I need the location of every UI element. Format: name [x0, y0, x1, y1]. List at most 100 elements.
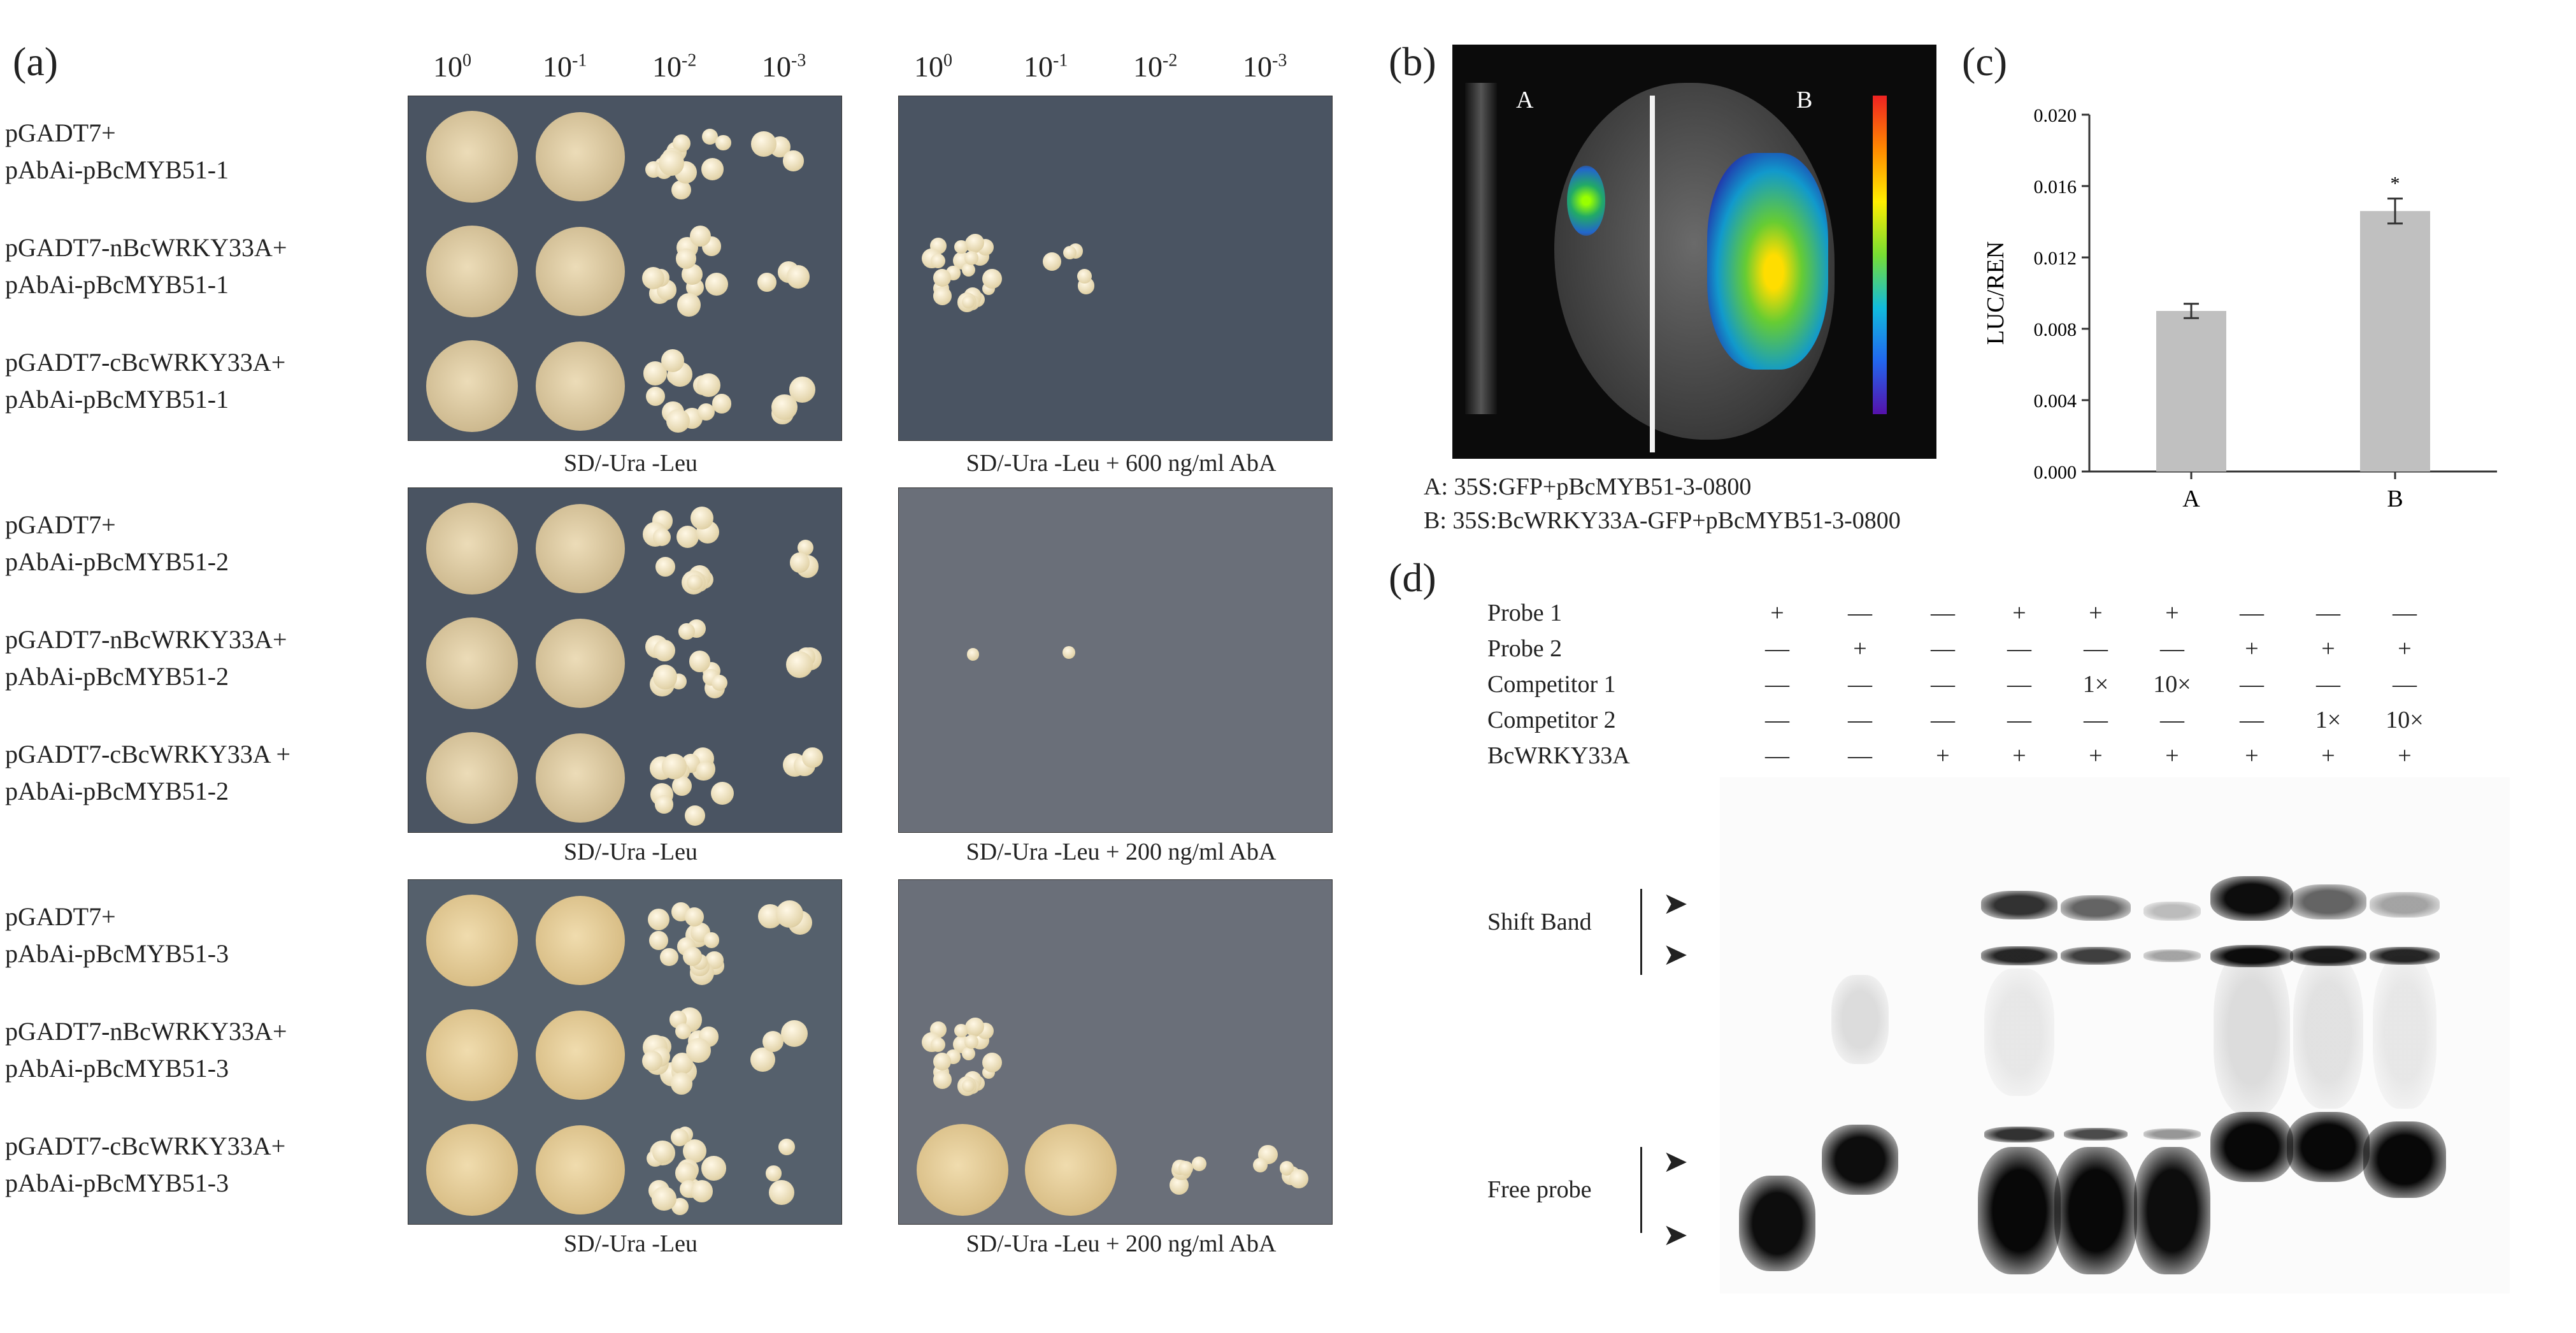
colony: [689, 225, 712, 247]
emsa-sign-r4-l2: —: [1848, 742, 1872, 769]
emsa-row-label-2: Competitor 1: [1487, 671, 1616, 698]
caption-b: B: 35S:BcWRKY33A-GFP+pBcMYB51-3-0800: [1424, 507, 1901, 534]
medium-label-g1-left: SD/-Ura -Leu: [564, 450, 698, 477]
strain-label-g3-r3-line2: pAbAi-pBcMYB51-3: [5, 1169, 229, 1197]
colony: [648, 909, 670, 931]
colony: [1192, 1156, 1207, 1171]
colony: [715, 134, 732, 151]
emsa-sign-r3-l7: —: [2240, 707, 2264, 733]
emsa-sign-r0-l3: —: [1931, 600, 1955, 626]
leaf: [1554, 83, 1835, 440]
shift-band-upper: [2210, 876, 2293, 921]
emsa-sign-r4-l7: +: [2245, 742, 2259, 769]
panel-a-label: (a): [13, 39, 59, 84]
plate-left-g2: [408, 487, 842, 833]
free-probe-band: [2210, 1112, 2293, 1182]
dilution-left-2: 10-2: [652, 50, 697, 83]
y-axis-label: LUC/REN: [1982, 241, 2009, 345]
dilution-right-0: 100: [914, 50, 952, 83]
colony: [1178, 1160, 1194, 1176]
emsa-sign-r0-l1: +: [1770, 600, 1784, 626]
strain-label-g3-r1-line1: pGADT7+: [5, 902, 116, 931]
y-tick-label: 0.008: [2034, 319, 2077, 340]
leaf-label-b: B: [1796, 87, 1813, 113]
colony: [652, 665, 678, 689]
panel-b-label: (b): [1389, 39, 1436, 84]
colony: [711, 674, 728, 691]
dilution-left-3: 10-3: [762, 50, 806, 83]
colony: [682, 1139, 706, 1164]
shift-band-lower: [2061, 947, 2131, 965]
colony: [1063, 246, 1077, 260]
colony-spot: [426, 111, 518, 203]
colony-spot: [426, 895, 518, 986]
colony-spot: [536, 112, 625, 201]
free-probe-band: [1822, 1125, 1898, 1195]
colony: [786, 265, 810, 289]
colony: [655, 557, 675, 577]
emsa-sign-r1-l3: —: [1931, 635, 1955, 662]
colony: [933, 1070, 952, 1090]
colony: [711, 781, 734, 805]
colony: [701, 158, 724, 180]
shift-band-lower: [2143, 949, 2201, 962]
luc-signal-a: [1567, 166, 1605, 236]
strain-label-g1-r1-line2: pAbAi-pBcMYB51-1: [5, 155, 229, 184]
emsa-sign-r1-l7: +: [2245, 635, 2259, 662]
shift-band-label: Shift Band: [1487, 909, 1592, 935]
x-tick-label-B: B: [2387, 486, 2403, 512]
shift-band-upper: [1981, 890, 2057, 919]
panel-d-label: (d): [1389, 555, 1436, 600]
smear: [1831, 975, 1889, 1064]
dilution-right-3: 10-3: [1243, 50, 1287, 83]
emsa-sign-r1-l6: —: [2160, 635, 2184, 662]
colony: [705, 273, 729, 296]
colony: [642, 1050, 663, 1072]
colony: [1252, 1157, 1268, 1172]
colony-spot: [426, 1009, 518, 1101]
colony: [641, 266, 664, 290]
free-probe-band: [2134, 1147, 2210, 1274]
colony: [961, 296, 975, 309]
colony: [1289, 1169, 1309, 1188]
colony: [675, 1023, 691, 1039]
colony: [712, 394, 732, 414]
colony: [658, 150, 684, 176]
colony: [652, 1141, 674, 1163]
colony: [961, 1079, 975, 1093]
colony: [1280, 1161, 1294, 1176]
colony: [930, 254, 946, 269]
shift-band-upper: [2061, 895, 2131, 921]
y-tick-label: 0.004: [2034, 391, 2077, 412]
colony: [684, 907, 705, 927]
probe-band-faint: [2064, 1128, 2128, 1141]
medium-label-g2-left: SD/-Ura -Leu: [564, 839, 698, 865]
colony: [933, 1053, 952, 1071]
colony: [1043, 252, 1062, 271]
emsa-sign-r1-l5: —: [2084, 635, 2108, 662]
probe-band-faint: [1984, 1126, 2054, 1142]
emsa-sign-r2-l1: —: [1765, 671, 1789, 698]
shift-band-lower: [2290, 946, 2366, 966]
colony: [697, 373, 720, 397]
emsa-sign-r2-l8: —: [2316, 671, 2340, 698]
smear: [2214, 949, 2290, 1115]
emsa-sign-r0-l7: —: [2240, 600, 2264, 626]
colony: [654, 640, 675, 662]
emsa-sign-r4-l4: +: [2012, 742, 2026, 769]
y-tick-label: 0.000: [2034, 462, 2077, 483]
colony-spot: [426, 340, 518, 432]
strain-label-g1-r1-line1: pGADT7+: [5, 119, 116, 147]
colony: [966, 648, 980, 661]
colony: [701, 128, 718, 145]
colony: [661, 754, 687, 779]
emsa-sign-r3-l4: —: [2007, 707, 2031, 733]
colony: [762, 1030, 784, 1053]
emsa-sign-r0-l8: —: [2316, 600, 2340, 626]
emsa-sign-r3-l1: —: [1765, 707, 1789, 733]
colony: [685, 1037, 711, 1063]
smear: [2293, 956, 2363, 1109]
plate-right-g3: [898, 879, 1333, 1225]
colony-spot: [536, 896, 625, 985]
bar-B: [2360, 211, 2430, 472]
